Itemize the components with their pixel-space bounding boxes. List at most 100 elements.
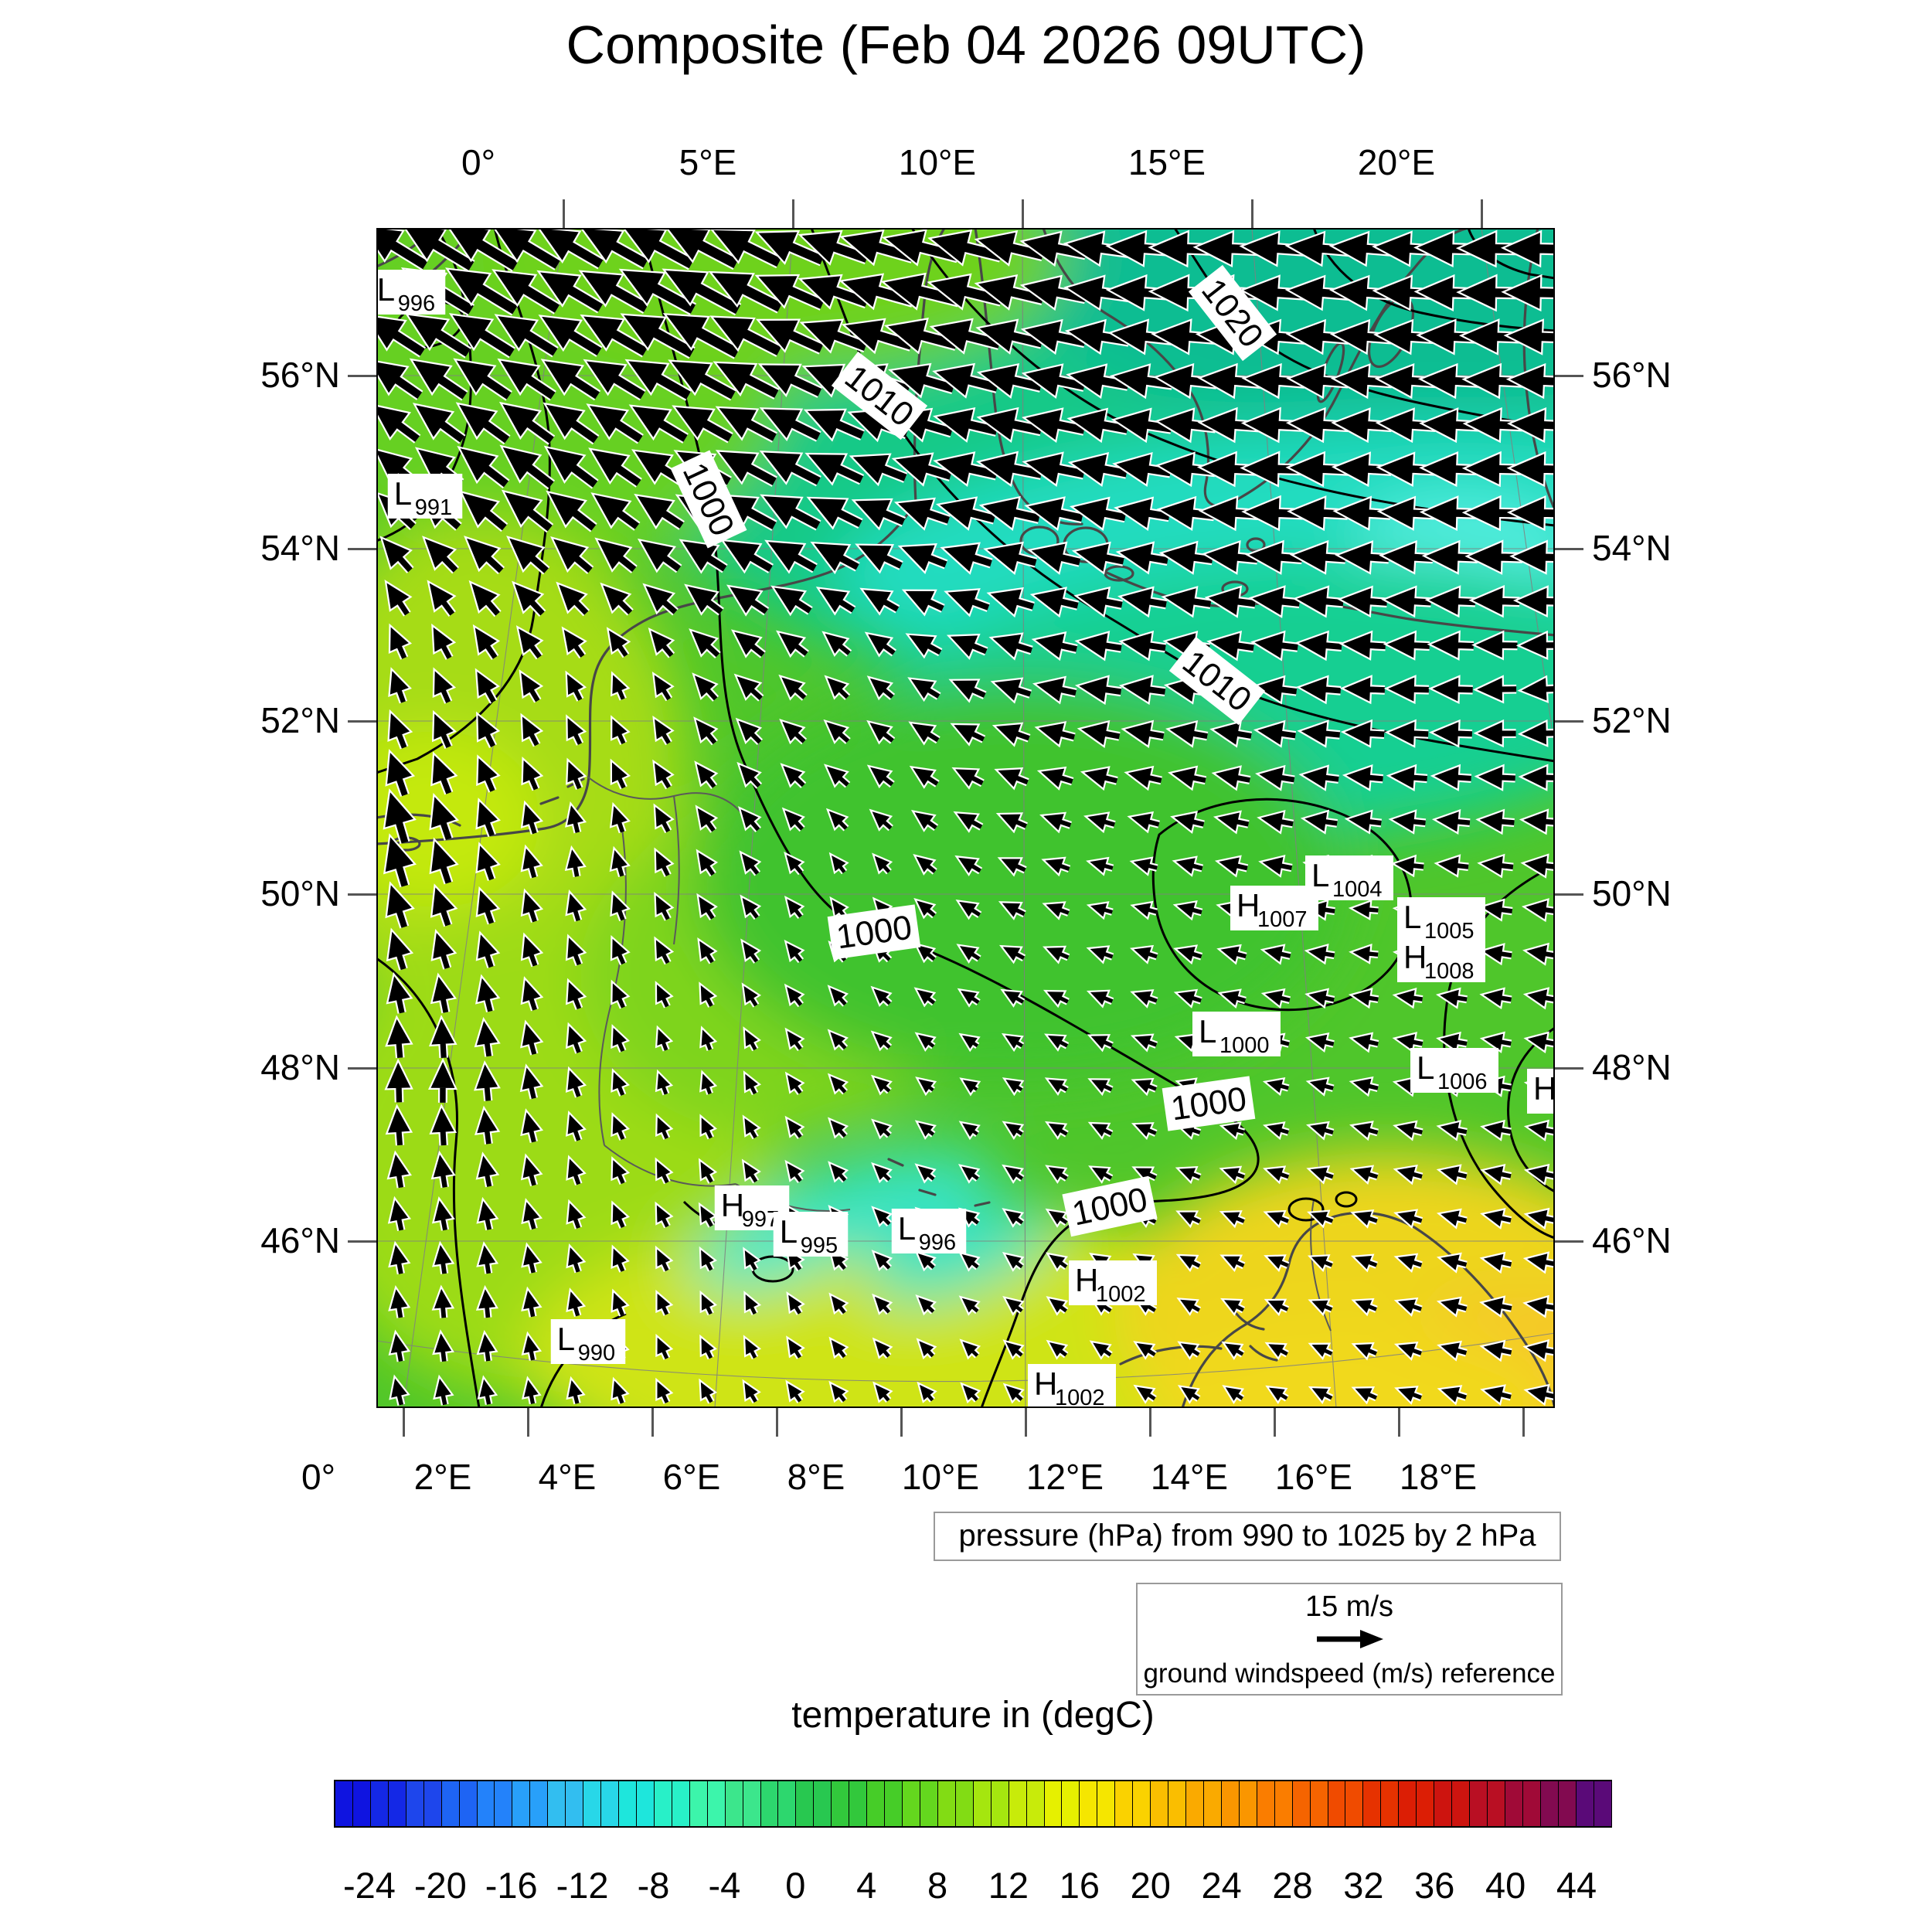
colorbar-tick-label: -8 — [637, 1865, 670, 1906]
y-axis-left-label: 50°N — [260, 873, 340, 913]
svg-text:1002: 1002 — [1096, 1282, 1146, 1307]
colorbar-title: temperature in (degC) — [791, 1695, 1155, 1736]
colorbar-segment — [1417, 1781, 1435, 1826]
svg-text:H: H — [721, 1187, 744, 1223]
colorbar-segment — [566, 1781, 584, 1826]
x-axis-top-tick — [1251, 199, 1253, 228]
colorbar-segment — [1026, 1781, 1045, 1826]
x-axis-top-label: 15°E — [1128, 142, 1206, 182]
svg-text:996: 996 — [919, 1230, 956, 1255]
svg-text:H: H — [1533, 1070, 1555, 1107]
x-axis-bottom-tick — [900, 1408, 903, 1437]
y-axis-right-label: 48°N — [1592, 1047, 1672, 1087]
pressure-caption: pressure (hPa) from 990 to 1025 by 2 hPa — [934, 1512, 1561, 1561]
svg-text:995: 995 — [801, 1233, 838, 1258]
colorbar-tick-label: 20 — [1130, 1865, 1171, 1906]
colorbar-segment — [477, 1781, 495, 1826]
y-axis-left-label: 56°N — [260, 355, 340, 395]
x-axis-bottom-tick — [776, 1408, 778, 1437]
colorbar-segment — [1203, 1781, 1222, 1826]
colorbar-segment — [796, 1781, 815, 1826]
svg-text:997: 997 — [742, 1207, 779, 1232]
colorbar-segment — [1328, 1781, 1346, 1826]
svg-text:1004: 1004 — [1332, 877, 1383, 902]
colorbar-tick-label: -12 — [556, 1865, 609, 1906]
colorbar-tick-label: -4 — [708, 1865, 741, 1906]
svg-text:1007: 1007 — [1257, 907, 1308, 932]
colorbar-tick-label: 28 — [1272, 1865, 1313, 1906]
colorbar-segment — [583, 1781, 602, 1826]
colorbar-segment — [1558, 1781, 1577, 1826]
colorbar-segment — [1452, 1781, 1470, 1826]
x-axis-bottom-label: 12°E — [1026, 1457, 1104, 1497]
colorbar-segment — [689, 1781, 708, 1826]
y-axis-right-label: 54°N — [1592, 528, 1672, 568]
colorbar-segment — [760, 1781, 779, 1826]
svg-text:H: H — [1075, 1262, 1098, 1298]
colorbar-segment — [654, 1781, 672, 1826]
colorbar-segment — [1044, 1781, 1063, 1826]
colorbar-tick-label: 16 — [1059, 1865, 1100, 1906]
colorbar-segment — [1274, 1781, 1293, 1826]
y-axis-right-tick — [1555, 375, 1583, 377]
colorbar-segment — [778, 1781, 797, 1826]
x-axis-bottom-tick — [1274, 1408, 1276, 1437]
svg-text:1005: 1005 — [1424, 919, 1475, 944]
colorbar-segment — [832, 1781, 850, 1826]
colorbar-segment — [1470, 1781, 1488, 1826]
colorbar-segment — [920, 1781, 938, 1826]
y-axis-right-label: 52°N — [1592, 700, 1672, 740]
y-axis-right-label: 56°N — [1592, 355, 1672, 395]
colorbar-tick-label: -24 — [342, 1865, 396, 1906]
y-axis-left-tick — [348, 548, 376, 550]
svg-text:1006: 1006 — [1437, 1070, 1488, 1094]
colorbar-segment — [707, 1781, 726, 1826]
colorbar-segment — [725, 1781, 743, 1826]
svg-text:L: L — [377, 271, 395, 308]
x-axis-top-label: 0° — [461, 142, 495, 182]
x-axis-bottom-label: 14°E — [1150, 1457, 1229, 1497]
colorbar-segment — [619, 1781, 637, 1826]
colorbar-segment — [1576, 1781, 1594, 1826]
svg-text:996: 996 — [398, 291, 435, 316]
colorbar-segment — [1434, 1781, 1453, 1826]
x-axis-bottom-tick — [1149, 1408, 1151, 1437]
colorbar-tick-label: 4 — [856, 1865, 877, 1906]
colorbar-segment — [1239, 1781, 1257, 1826]
colorbar-segment — [743, 1781, 761, 1826]
colorbar-segment — [1062, 1781, 1080, 1826]
colorbar-segment — [1310, 1781, 1328, 1826]
colorbar-segment — [495, 1781, 513, 1826]
colorbar-segment — [1522, 1781, 1541, 1826]
x-axis-bottom-label: 18°E — [1399, 1457, 1478, 1497]
colorbar-segment — [423, 1781, 442, 1826]
wind-reference-caption: ground windspeed (m/s) reference — [1143, 1658, 1556, 1689]
colorbar-tick-label: 40 — [1485, 1865, 1526, 1906]
x-axis-bottom-tick — [651, 1408, 654, 1437]
colorbar-segment — [991, 1781, 1009, 1826]
colorbar-segment — [406, 1781, 424, 1826]
x-axis-bottom-label: 8°E — [787, 1457, 845, 1497]
svg-text:H: H — [1034, 1366, 1057, 1402]
y-axis-left-tick — [348, 720, 376, 723]
y-axis-right-tick — [1555, 720, 1583, 723]
x-axis-bottom-label: 10°E — [901, 1457, 980, 1497]
colorbar-tick-label: 8 — [927, 1865, 948, 1906]
colorbar-segment — [352, 1781, 371, 1826]
wind-reference-arrow-icon — [1312, 1628, 1386, 1655]
y-axis-right-tick — [1555, 893, 1583, 896]
colorbar-tick-label: -16 — [485, 1865, 538, 1906]
svg-text:L: L — [1403, 899, 1421, 935]
colorbar-segment — [1345, 1781, 1364, 1826]
svg-text:L: L — [780, 1213, 798, 1250]
y-axis-left-label: 52°N — [260, 700, 340, 740]
colorbar-segment — [459, 1781, 478, 1826]
colorbar-segment — [1151, 1781, 1169, 1826]
colorbar-tick-label: 0 — [785, 1865, 806, 1906]
y-axis-left-tick — [348, 893, 376, 896]
x-axis-bottom-label: 0° — [301, 1457, 335, 1497]
y-axis-right-tick — [1555, 1067, 1583, 1070]
colorbar-tick-label: 44 — [1556, 1865, 1597, 1906]
